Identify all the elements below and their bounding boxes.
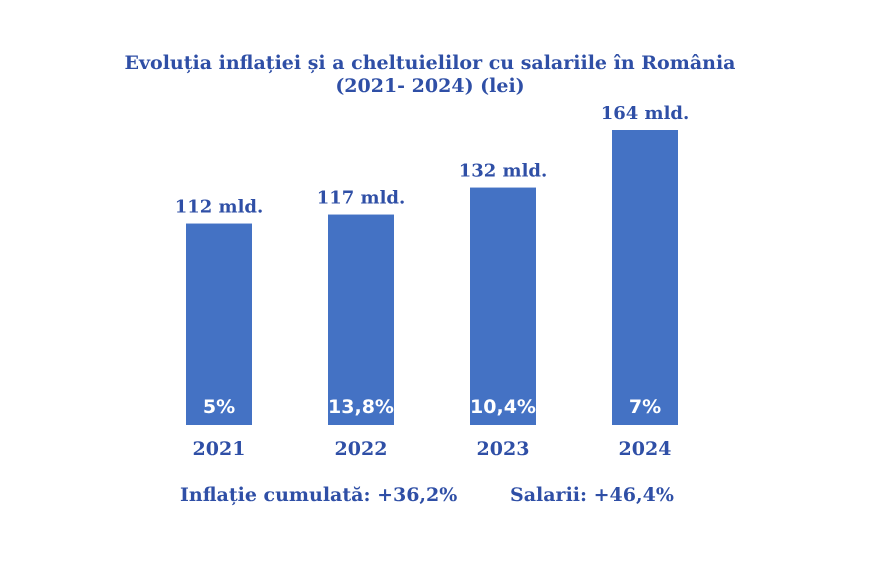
bar-group: 112 mld. 5% 2021 117 mld. 13,8% 2022 132 mld. 1…	[175, 103, 690, 460]
value-label-2021: 112 mld.	[175, 197, 264, 218]
value-label-2022: 117 mld.	[317, 188, 406, 209]
inflation-label-2021: 5%	[203, 396, 235, 418]
chart-subtitle: (2021- 2024) (lei)	[335, 75, 524, 97]
inflation-label-2023: 10,4%	[470, 396, 536, 418]
salaries-total-annotation: Salarii: +46,4%	[510, 484, 674, 506]
bar-2022	[328, 214, 394, 425]
value-label-2023: 132 mld.	[459, 161, 548, 182]
category-label-2021: 2021	[193, 438, 246, 460]
inflation-label-2024: 7%	[629, 396, 661, 418]
category-label-2023: 2023	[477, 438, 530, 460]
value-label-2024: 164 mld.	[601, 103, 690, 124]
bar-2024	[612, 130, 678, 425]
inflation-total-annotation: Inflație cumulată: +36,2%	[180, 484, 457, 506]
bar-2021	[186, 223, 252, 425]
category-label-2022: 2022	[335, 438, 388, 460]
inflation-label-2022: 13,8%	[328, 396, 394, 418]
category-label-2024: 2024	[619, 438, 672, 460]
bar-2023	[470, 187, 536, 425]
chart-title: Evoluția inflației și a cheltuielilor cu…	[125, 52, 736, 74]
